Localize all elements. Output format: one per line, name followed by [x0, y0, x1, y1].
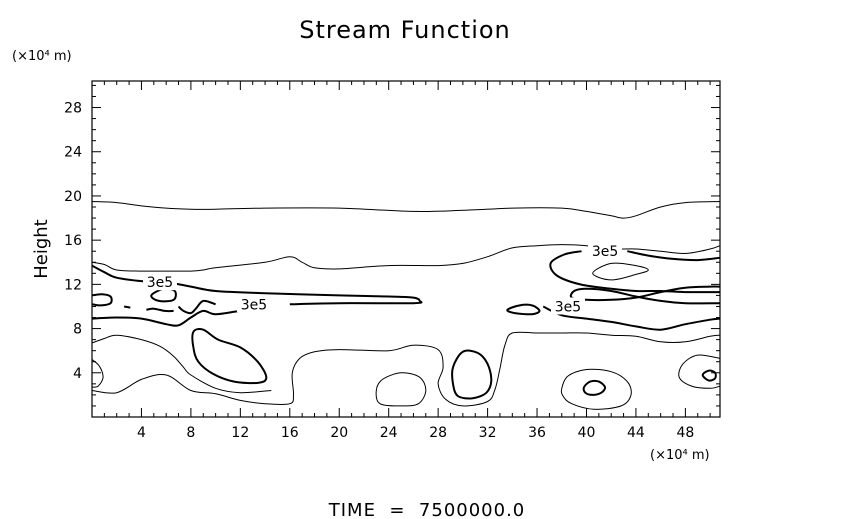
- x-tick-label: 28: [429, 425, 447, 441]
- chart-title: Stream Function: [299, 16, 511, 44]
- x-tick-label: 40: [578, 425, 596, 441]
- contour-label-bg: [142, 273, 177, 291]
- contour-line-17: [191, 328, 268, 385]
- contour-line-19: [451, 349, 493, 400]
- contour-label-0: 3e5: [147, 275, 173, 291]
- x-tick-label: 24: [380, 425, 398, 441]
- contour-label-bg: [550, 297, 585, 315]
- y-tick-label: 24: [64, 145, 82, 161]
- contour-label-3: 3e5: [555, 299, 581, 315]
- contour-line-0: [91, 201, 721, 219]
- contour-label-bg: [236, 295, 271, 313]
- x-tick-label: 16: [281, 425, 299, 441]
- contour-line-18: [375, 372, 427, 407]
- contour-line-8: [91, 307, 266, 327]
- y-tick-label: 16: [64, 233, 82, 249]
- y-tick-label: 8: [73, 322, 82, 338]
- contour-line-11: [549, 250, 720, 294]
- contour-lines: [91, 201, 721, 410]
- x-tick-label: 20: [330, 425, 348, 441]
- contour-line-9: [542, 305, 721, 331]
- y-tick-label: 20: [64, 189, 82, 205]
- contour-line-1: [91, 244, 721, 272]
- x-tick-label: 12: [231, 425, 249, 441]
- contour-line-7: [146, 307, 174, 313]
- plot-frame: [91, 80, 721, 418]
- contour-line-24: [701, 369, 717, 382]
- y-tick-label: 12: [64, 277, 82, 293]
- contour-label-2: 3e5: [592, 244, 618, 260]
- contour-line-6: [123, 305, 131, 309]
- contour-label-1: 3e5: [241, 297, 267, 313]
- contour-line-2: [91, 264, 423, 306]
- contour-line-10: [569, 285, 721, 305]
- time-footer: TIME = 7500000.0: [328, 500, 526, 519]
- x-tick-label: 4: [137, 425, 146, 441]
- contour-line-3: [177, 299, 216, 315]
- y-tick-label: 4: [73, 366, 82, 382]
- contour-line-15: [91, 331, 721, 407]
- x-tick-label: 48: [676, 425, 694, 441]
- contour-labels: 3e5 3e5 3e5 3e5: [142, 242, 623, 315]
- contour-line-22: [91, 359, 104, 388]
- y-axis-label: Height: [31, 219, 52, 279]
- x-tick-label: 8: [186, 425, 195, 441]
- x-tick-label: 32: [479, 425, 497, 441]
- contour-line-4: [91, 293, 113, 307]
- contour-line-12: [627, 250, 721, 262]
- contour-label-bg: [588, 242, 623, 260]
- y-tick-label: 28: [64, 101, 82, 117]
- x-axis-unit: (×10⁴ m): [650, 448, 710, 463]
- contour-line-21: [582, 379, 607, 396]
- contour-line-23: [678, 354, 721, 389]
- x-tick-label: 44: [627, 425, 645, 441]
- x-tick-label: 36: [528, 425, 546, 441]
- contour-line-16: [91, 334, 272, 394]
- contour-line-20: [560, 368, 632, 410]
- contour-line-13: [506, 303, 541, 316]
- y-axis-unit: (×10⁴ m): [12, 49, 72, 64]
- contour-line-14: [592, 262, 649, 281]
